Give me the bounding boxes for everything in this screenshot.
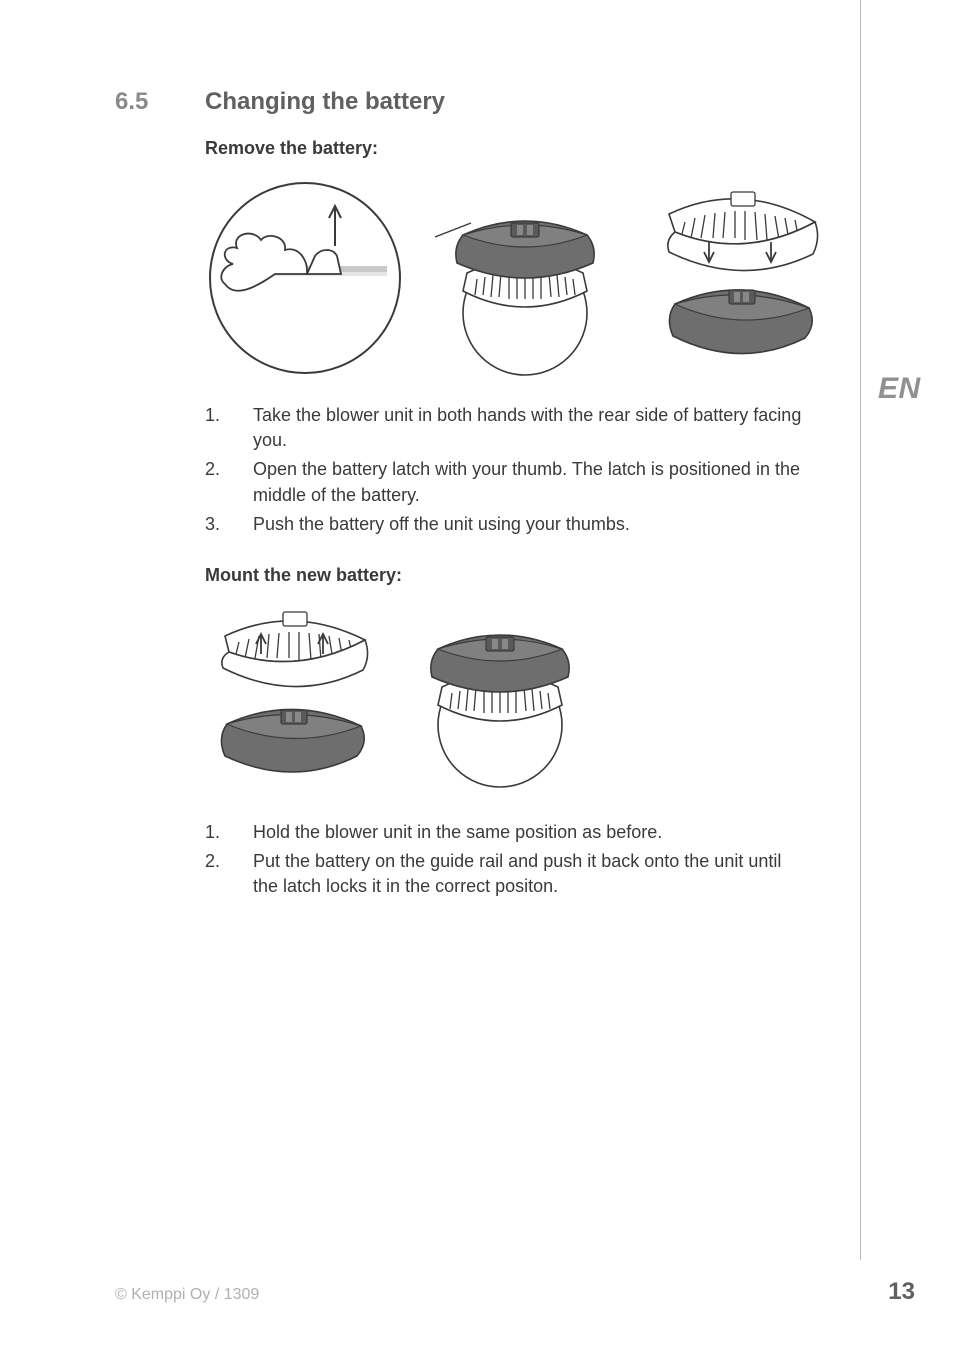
language-indicator: EN <box>878 372 921 406</box>
list-item: 2. Put the battery on the guide rail and… <box>205 849 810 899</box>
section-number: 6.5 <box>115 88 205 116</box>
mount-align-icon <box>205 600 380 800</box>
list-item: 1. Hold the blower unit in the same posi… <box>205 820 810 845</box>
mount-heading: Mount the new battery: <box>205 565 810 586</box>
step-number: 2. <box>205 457 253 507</box>
step-number: 3. <box>205 512 253 537</box>
page-footer: © Kemppi Oy / 1309 13 <box>115 1278 915 1306</box>
section-title: Changing the battery <box>205 88 445 116</box>
remove-unit-separated-icon <box>645 178 835 378</box>
mount-assembled-icon <box>410 605 590 795</box>
page-side-rule <box>860 0 861 1260</box>
mount-figures <box>205 600 810 800</box>
step-number: 1. <box>205 820 253 845</box>
page-number: 13 <box>888 1278 915 1306</box>
remove-detail-icon <box>205 178 405 378</box>
list-item: 2. Open the battery latch with your thum… <box>205 457 810 507</box>
step-text: Take the blower unit in both hands with … <box>253 403 810 453</box>
remove-figures <box>205 173 810 383</box>
step-number: 2. <box>205 849 253 899</box>
document-page: 6.5 Changing the battery Remove the batt… <box>0 0 860 1354</box>
remove-unit-front-icon <box>435 173 615 383</box>
remove-heading: Remove the battery: <box>205 138 810 159</box>
remove-step-list: 1. Take the blower unit in both hands wi… <box>205 403 810 537</box>
list-item: 3. Push the battery off the unit using y… <box>205 512 810 537</box>
mount-step-list: 1. Hold the blower unit in the same posi… <box>205 820 810 900</box>
step-text: Open the battery latch with your thumb. … <box>253 457 810 507</box>
step-number: 1. <box>205 403 253 453</box>
step-text: Put the battery on the guide rail and pu… <box>253 849 810 899</box>
copyright-text: © Kemppi Oy / 1309 <box>115 1286 259 1304</box>
step-text: Push the battery off the unit using your… <box>253 512 630 537</box>
list-item: 1. Take the blower unit in both hands wi… <box>205 403 810 453</box>
section-heading: 6.5 Changing the battery <box>115 88 810 116</box>
step-text: Hold the blower unit in the same positio… <box>253 820 662 845</box>
